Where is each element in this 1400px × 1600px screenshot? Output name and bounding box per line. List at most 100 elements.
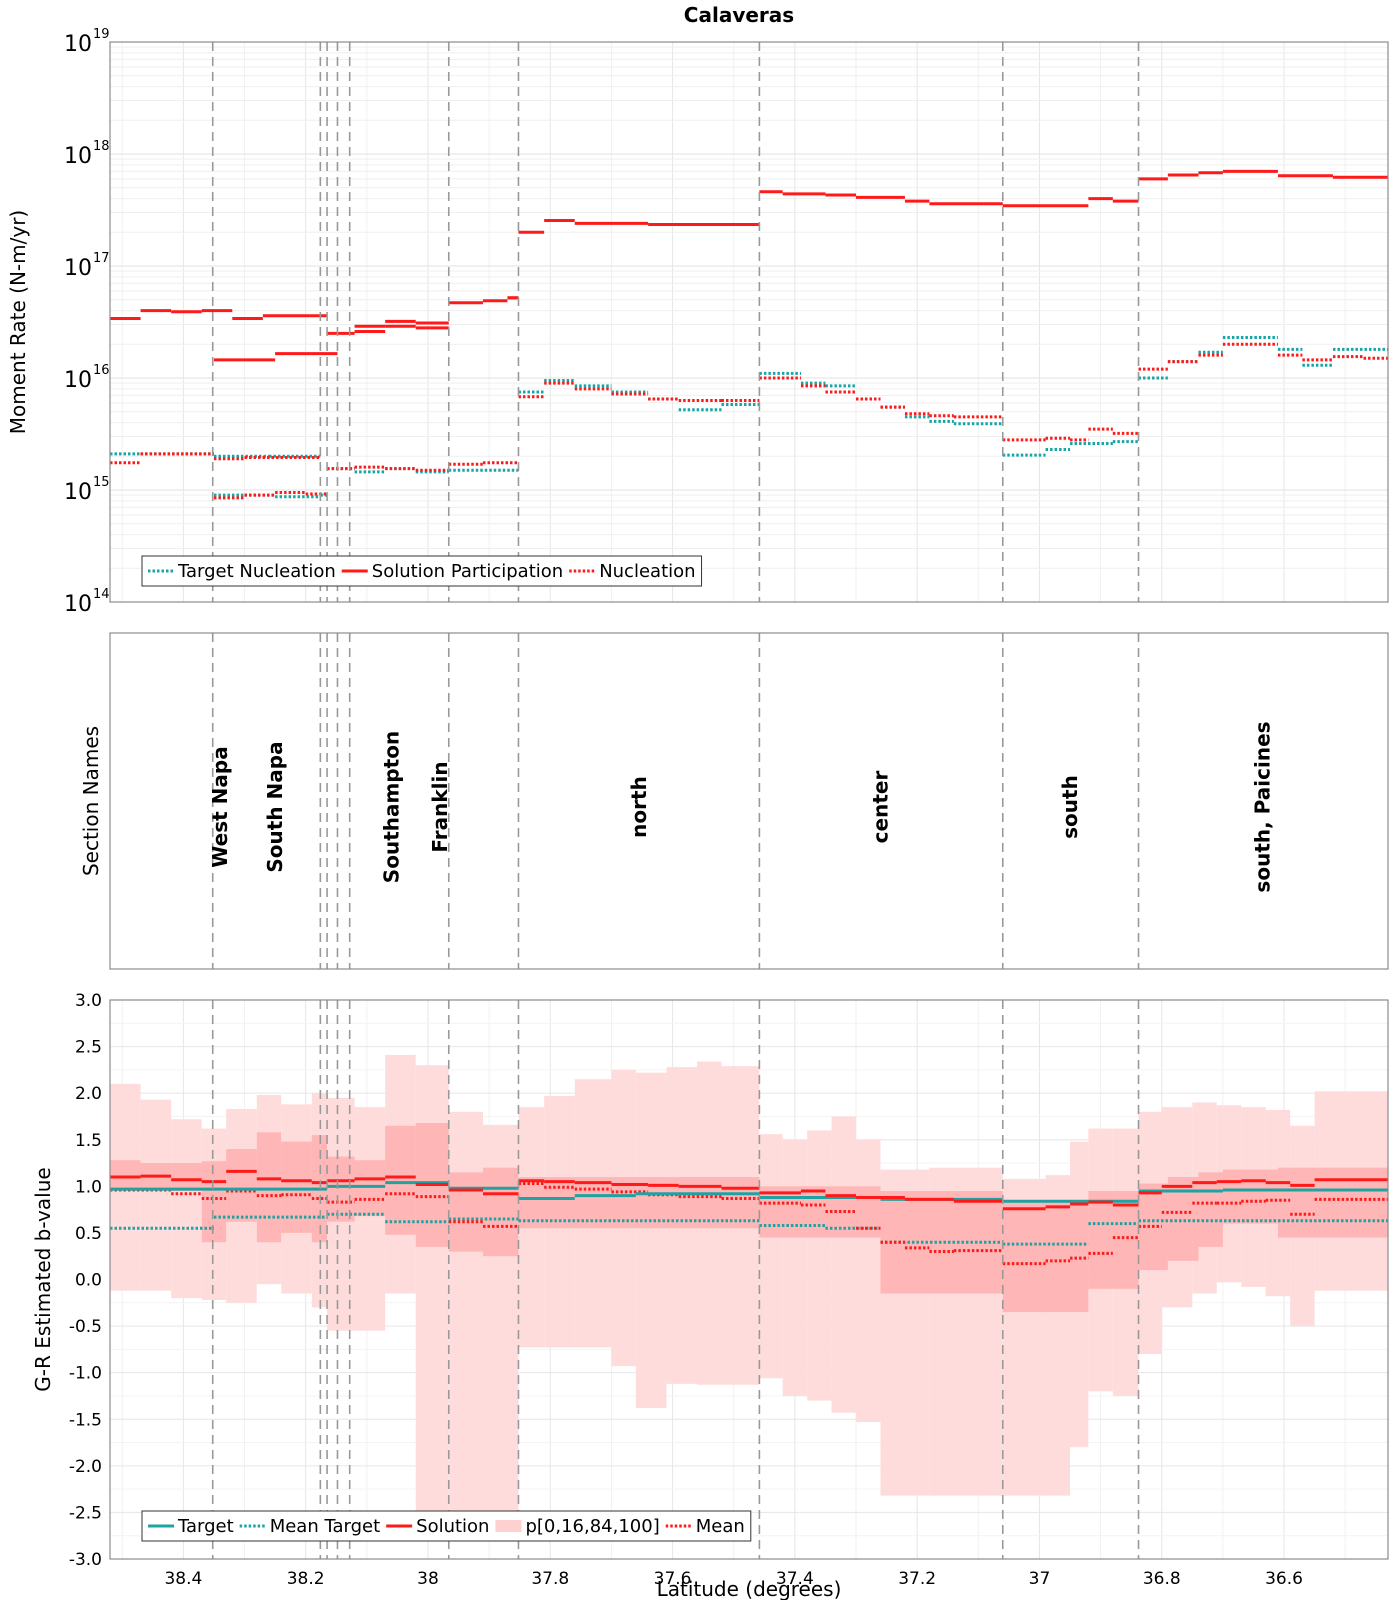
range-outer-bar (354, 1107, 386, 1331)
legend-item-label: Target (177, 1516, 234, 1537)
panel-1-background (110, 42, 1388, 602)
section-name-label: south, Paicines (1251, 721, 1275, 892)
range-inner-bar (226, 1149, 257, 1222)
range-outer-bar (759, 1134, 783, 1379)
grid-layer (110, 42, 1388, 1560)
tick-exponent: 17 (93, 251, 110, 266)
moment-rate-tick-label: 10 18 (64, 139, 110, 169)
frame-layer (109, 41, 1389, 1560)
range-inner-bar (201, 1161, 227, 1243)
tick-base: 10 (64, 32, 92, 57)
b-value-tick-label: -3.0 (69, 1550, 102, 1570)
range-inner-bar (281, 1141, 312, 1233)
section-name-label: West Napa (208, 746, 232, 867)
x-tick-label: 37.8 (531, 1569, 569, 1589)
range-inner-bar (1198, 1172, 1223, 1247)
bvalue-series-mean-target (110, 1212, 1388, 1246)
section-name-label: Franklin (428, 761, 452, 852)
range-inner-bar (483, 1167, 519, 1257)
panel-1-frame (109, 41, 1389, 603)
x-axis-label: Latitude (degrees) (657, 1577, 842, 1600)
range-inner-bar (448, 1172, 484, 1252)
legend-layer: Target Nucleation Solution Participation N… (141, 555, 752, 1542)
range-outer-bar (856, 1139, 881, 1423)
b-value-tick-label: 1.0 (75, 1177, 102, 1197)
panel-2-frame (109, 632, 1389, 970)
b-value-tick-label: -2.0 (69, 1457, 102, 1477)
b-value-axis-label: G-R Estimated b-value (31, 1167, 55, 1391)
tick-base: 10 (64, 480, 92, 505)
chart-title: Calaveras (684, 3, 794, 27)
range-inner-bar (385, 1125, 416, 1235)
range-outer-bar (782, 1139, 808, 1396)
tick-base: 10 (64, 144, 92, 169)
section-name-label: Southampton (379, 731, 403, 883)
range-inner-bar (256, 1132, 282, 1243)
section-name-label: north (627, 776, 651, 838)
range-inner-bar (171, 1163, 202, 1191)
range-outer-bar (807, 1130, 832, 1401)
b-value-tick-label: -0.5 (69, 1317, 102, 1337)
section-name-label: South Napa (263, 741, 287, 872)
panel-2-background (110, 633, 1388, 969)
range-inner-bar (1222, 1169, 1278, 1224)
tick-exponent: 18 (93, 139, 110, 154)
legend-item-label: Solution Participation (372, 561, 563, 582)
range-inner-bar (110, 1160, 141, 1189)
moment-rate-legend: Target Nucleation Solution Participation N… (141, 555, 703, 587)
tick-exponent: 16 (93, 363, 110, 378)
tick-base: 10 (64, 256, 92, 281)
section-names-axis-label: Section Names (79, 726, 103, 876)
x-tick-label: 37.2 (898, 1569, 936, 1589)
range-outer-bar (171, 1119, 202, 1299)
moment-rate-axis-label: Moment Rate (N-m/yr) (6, 210, 30, 434)
range-outer-bar (831, 1116, 857, 1413)
tick-exponent: 19 (93, 27, 110, 42)
b-value-tick-label: 1.5 (75, 1131, 102, 1151)
section-name-label: center (868, 771, 892, 844)
legend-item-label: p[0,16,84,100] (525, 1516, 659, 1537)
b-value-tick-label: 0.0 (75, 1271, 102, 1291)
legend-item-label: Solution (416, 1516, 489, 1537)
section-boundary-layer (211, 42, 1140, 1559)
legend-item-label: Nucleation (599, 561, 695, 582)
panel-3-frame (109, 999, 1389, 1560)
moment-series-solution-participation (110, 169, 1388, 362)
range-inner-bar (1002, 1200, 1089, 1313)
x-tick-label: 38 (417, 1569, 439, 1589)
data-layer (110, 169, 1388, 1518)
section-name-label: south (1058, 775, 1082, 839)
moment-rate-tick-label: 10 17 (64, 251, 110, 281)
bvalue-series-target (110, 1181, 1388, 1203)
moment-rate-tick-label: 10 19 (64, 27, 110, 57)
text-layer: Calaveras Moment Rate (N-m/yr) Section Nam… (6, 3, 1303, 1600)
legend-item-label: Target Nucleation (177, 561, 336, 582)
range-inner-bar (1088, 1190, 1139, 1289)
b-value-legend: Target Mean Target Solution p[0,16,84,100] M… (141, 1510, 752, 1542)
range-inner-bar (354, 1160, 386, 1217)
x-tick-label: 36.8 (1143, 1569, 1181, 1589)
legend-box (141, 555, 703, 587)
b-value-tick-label: 3.0 (75, 991, 102, 1011)
tick-exponent: 15 (93, 475, 110, 490)
b-value-tick-label: 0.5 (75, 1224, 102, 1244)
x-tick-label: 37 (1029, 1569, 1051, 1589)
x-tick-label: 38.2 (287, 1569, 325, 1589)
b-value-tick-label: 2.0 (75, 1084, 102, 1104)
range-inner-bar (759, 1186, 881, 1238)
moment-rate-tick-label: 10 14 (64, 587, 110, 617)
x-tick-label: 36.6 (1265, 1569, 1303, 1589)
tick-base: 10 (64, 368, 92, 393)
bvalue-series-solution (110, 1169, 1388, 1211)
moment-rate-tick-label: 10 15 (64, 475, 110, 505)
range-outer-bar (140, 1099, 172, 1291)
range-inner-bar (1277, 1167, 1388, 1238)
legend-item-label: Mean (696, 1516, 745, 1537)
legend-item-label: Mean Target (270, 1516, 380, 1537)
moment-series-nucleation (110, 342, 1388, 500)
tick-base: 10 (64, 592, 92, 617)
legend-swatch-area (495, 1520, 522, 1532)
b-value-tick-label: 2.5 (75, 1038, 102, 1058)
range-outer-bar (635, 1072, 667, 1409)
